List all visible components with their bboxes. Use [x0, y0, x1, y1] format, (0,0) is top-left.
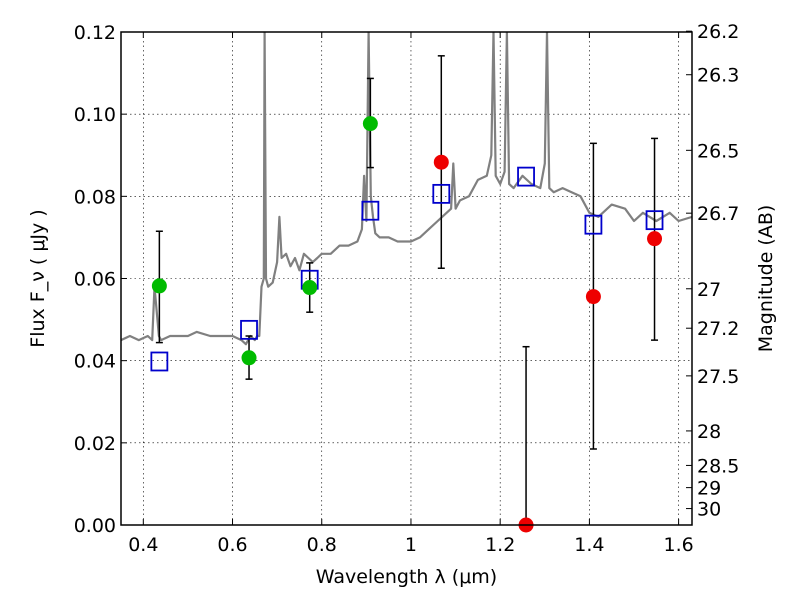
y-tick-label: 0.02: [74, 433, 116, 455]
x-tick-label: 1: [405, 534, 417, 556]
red-data-point: [433, 154, 449, 170]
x-tick-label: 0.8: [307, 534, 337, 556]
green-data-point: [151, 278, 167, 294]
x-axis-label: Wavelength λ (μm): [316, 566, 497, 588]
y-tick-label: 0.04: [74, 351, 116, 373]
y2-tick-label: 29: [697, 478, 721, 500]
x-tick-label: 0.6: [217, 534, 247, 556]
green-data-point: [302, 280, 318, 296]
model-square: [240, 319, 258, 340]
model-square: [584, 214, 603, 235]
y2-tick-label: 27.5: [697, 366, 739, 388]
x-tick-label: 1.2: [485, 534, 515, 556]
y-tick-label: 0.06: [74, 269, 116, 291]
y2-tick-label: 28.5: [697, 455, 739, 477]
grid-lines: [121, 31, 692, 526]
y-tick-label: 0.08: [74, 186, 116, 208]
x-tick-label: 1.6: [664, 534, 694, 556]
y-axis-label: Flux F_ν ( μJy ): [27, 209, 49, 347]
y2-tick-label: 30: [697, 499, 721, 521]
y2-tick-label: 26.2: [697, 21, 739, 43]
data-markers: [150, 116, 664, 533]
y2-tick-label: 26.5: [697, 140, 739, 162]
plot-area: [121, 32, 692, 533]
green-data-point: [362, 116, 378, 132]
green-data-point: [241, 350, 257, 366]
x-tick-label: 1.4: [574, 534, 604, 556]
axis-ticks: 0.4 0.6 0.8 1 1.2 1.4 1.6 0.00 0.02 0.04 0.06 0.08 0…: [74, 21, 740, 556]
red-data-point: [647, 231, 663, 247]
red-data-point: [585, 289, 601, 305]
model-square: [645, 210, 664, 231]
model-square: [150, 351, 169, 372]
model-square: [361, 200, 380, 221]
model-square: [432, 183, 451, 204]
y-tick-label: 0.00: [74, 515, 116, 537]
y2-tick-label: 26.3: [697, 65, 739, 87]
y-tick-label: 0.10: [74, 104, 116, 126]
y2-tick-label: 27.2: [697, 318, 739, 340]
y2-tick-label: 28: [697, 421, 721, 443]
y2-tick-label: 27: [697, 279, 721, 301]
y-tick-label: 0.12: [74, 22, 116, 44]
y2-tick-label: 26.7: [697, 203, 739, 225]
x-tick-label: 0.4: [128, 534, 158, 556]
model-square: [517, 166, 535, 187]
y2-axis-label: Magnitude (AB): [755, 205, 777, 353]
